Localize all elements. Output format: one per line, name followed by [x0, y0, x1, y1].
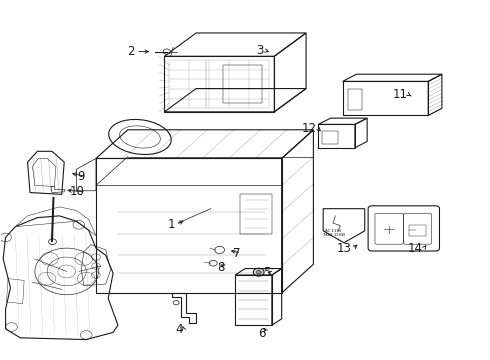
Text: 10: 10 [70, 185, 85, 198]
Text: 13: 13 [337, 242, 351, 255]
Text: AC 115V: AC 115V [325, 229, 342, 233]
Text: 4: 4 [175, 323, 183, 336]
Text: 11: 11 [392, 88, 408, 101]
Text: 8: 8 [217, 261, 224, 274]
Text: 14: 14 [407, 242, 422, 255]
Text: 2: 2 [127, 45, 135, 58]
Text: 5: 5 [264, 266, 271, 279]
Text: 1: 1 [168, 218, 175, 231]
Text: 12: 12 [301, 122, 317, 135]
Text: 9: 9 [77, 170, 85, 183]
Text: 7: 7 [233, 247, 240, 260]
Text: 6: 6 [259, 327, 266, 339]
Text: MAX 150W: MAX 150W [324, 233, 345, 237]
Text: 3: 3 [256, 44, 263, 57]
